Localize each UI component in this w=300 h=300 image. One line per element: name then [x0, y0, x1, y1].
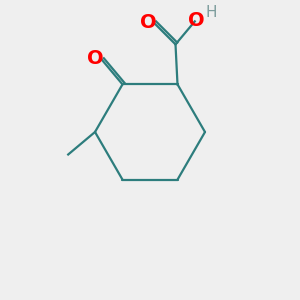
- Text: O: O: [87, 50, 103, 68]
- Text: O: O: [188, 11, 205, 30]
- Text: O: O: [140, 13, 157, 32]
- Text: H: H: [205, 5, 217, 20]
